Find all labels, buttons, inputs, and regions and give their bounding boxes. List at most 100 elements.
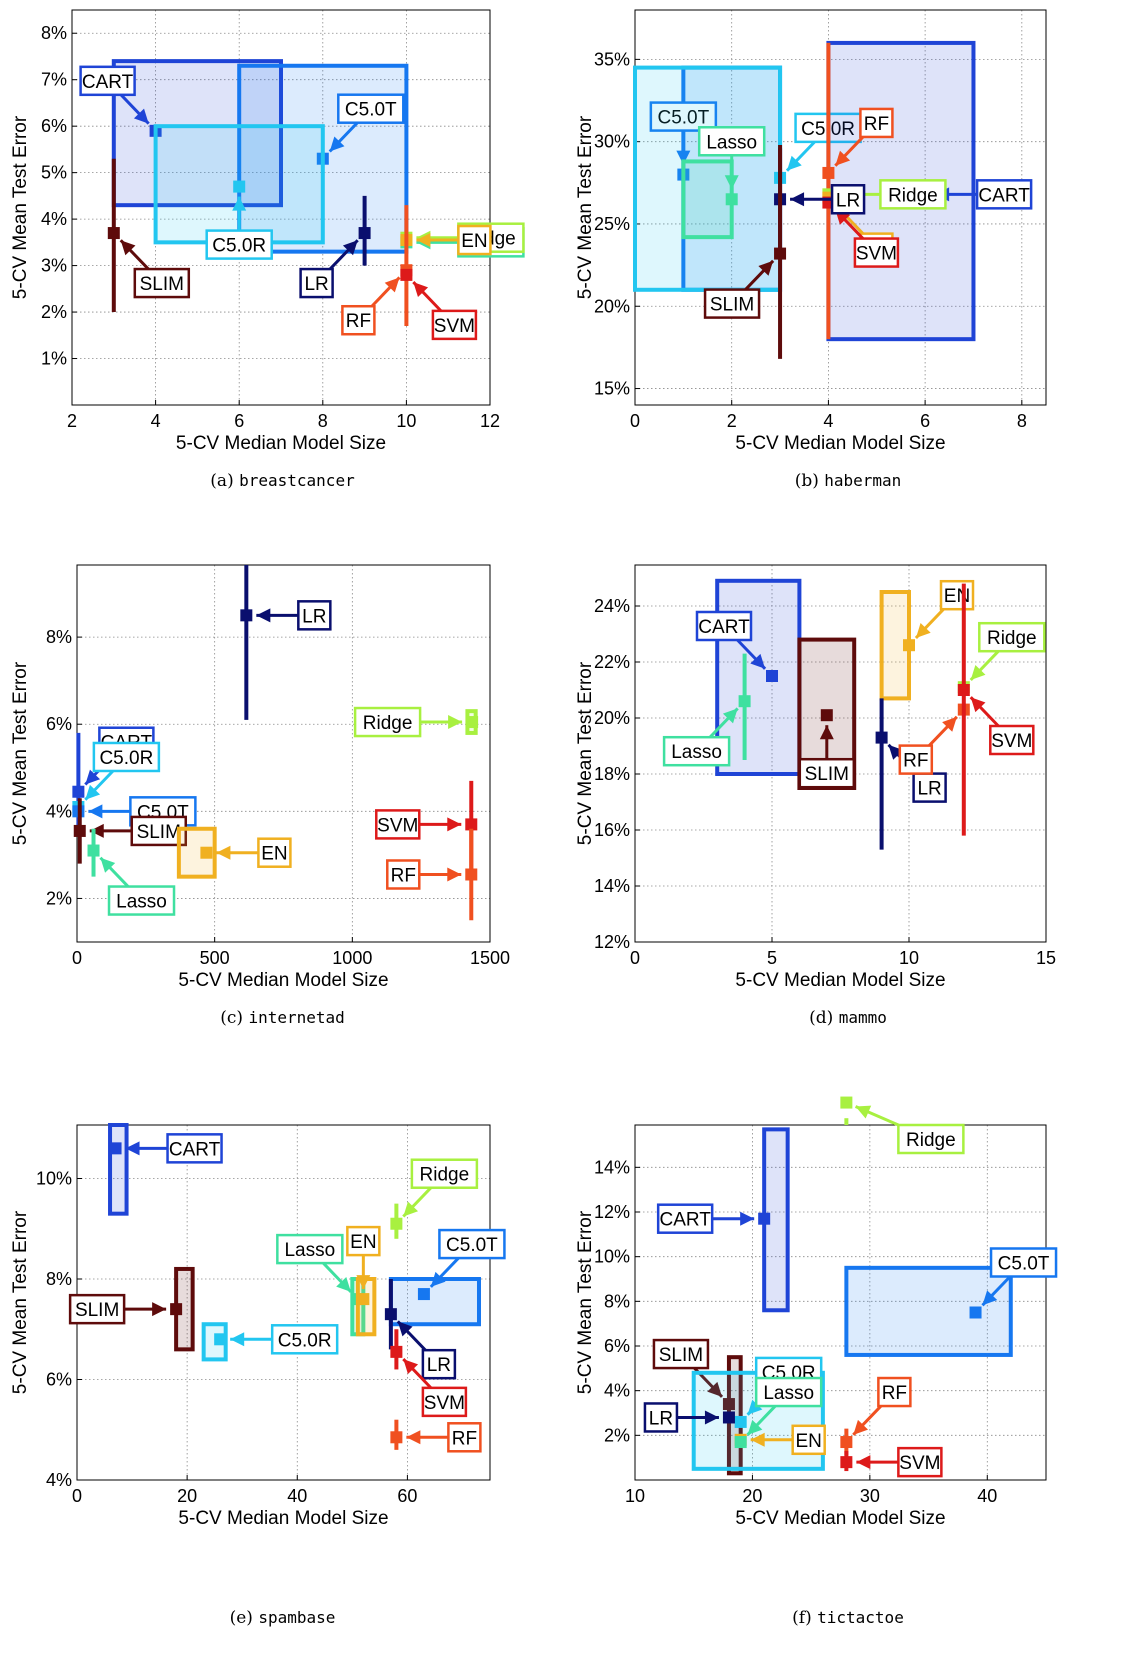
callout-arrow-head xyxy=(790,192,805,207)
x-tick-label: 0 xyxy=(72,1486,82,1506)
series-label-box xyxy=(643,1402,679,1433)
y-tick-label: 16% xyxy=(594,820,630,840)
data-point xyxy=(465,868,478,881)
data-point xyxy=(107,227,120,240)
series-label: LR xyxy=(917,779,941,800)
series-label: Ridge xyxy=(888,185,938,206)
series-en: EN xyxy=(346,1225,381,1337)
series-label: EN xyxy=(795,1431,821,1452)
chart-spambase: 0 20 40 60 4% 6% 8% 10% 5-CV Median Model Size 5-… xyxy=(10,1123,506,1529)
series-label: Lasso xyxy=(671,742,722,763)
series-label: RF xyxy=(391,865,416,886)
series-label-box xyxy=(353,706,422,738)
chart-internetad: 0 500 1000 1500 2% 4% 6% 8% 5-CV Median Model Si… xyxy=(10,564,510,991)
callout-arrow-head xyxy=(85,784,101,800)
series-label-box xyxy=(859,107,894,139)
caption-dataset-name: breastcancer xyxy=(239,471,355,490)
callout-arrow-head xyxy=(915,623,931,638)
callout-arrow-head xyxy=(835,150,851,166)
series-label: Lasso xyxy=(284,1240,335,1261)
caption-dataset-name: internetad xyxy=(248,1008,345,1027)
series-label: SVM xyxy=(434,316,475,337)
x-axis-label: 5-CV Median Model Size xyxy=(735,970,945,991)
x-tick-label: 5 xyxy=(767,948,777,968)
series-label-box xyxy=(975,179,1033,210)
series-label: Lasso xyxy=(116,892,167,913)
series-label: LR xyxy=(302,606,326,627)
callout-arrow-head xyxy=(342,240,358,256)
y-tick-label: 10% xyxy=(594,1247,630,1267)
series-rf: RF xyxy=(390,1419,482,1453)
x-axis-label: 5-CV Median Model Size xyxy=(178,970,388,991)
series-ridge: Ridge xyxy=(957,621,1046,694)
series-label: C5.0T xyxy=(657,108,709,129)
series-label-box xyxy=(939,579,975,611)
series-svm: SVM xyxy=(822,196,900,268)
x-tick-label: 6 xyxy=(234,411,244,431)
data-point xyxy=(822,166,835,179)
x-tick-label: 6 xyxy=(920,411,930,431)
callout-arrow-head xyxy=(758,260,774,276)
y-axis-label: 5-CV Mean Test Error xyxy=(575,1210,596,1394)
series-lr: LR xyxy=(240,565,332,720)
callout-arrow-head xyxy=(430,1271,446,1287)
series-slim: SLIM xyxy=(797,637,857,790)
series-label-box xyxy=(897,1123,965,1155)
series-label: LR xyxy=(304,274,328,295)
series-label-box xyxy=(299,267,334,299)
data-point xyxy=(358,227,371,240)
data-point xyxy=(725,193,738,206)
series-label-box xyxy=(662,735,731,767)
series-slim: SLIM xyxy=(73,798,188,864)
data-point xyxy=(357,1293,370,1306)
y-axis-label: 5-CV Mean Test Error xyxy=(575,115,596,299)
series-cart: CART xyxy=(695,578,802,776)
series-label: CART xyxy=(978,185,1030,206)
series-en: EN xyxy=(400,224,492,256)
range-box xyxy=(388,1277,481,1327)
series-cart: CART xyxy=(108,1123,223,1216)
series-label: SLIM xyxy=(140,274,184,295)
series-label-box xyxy=(649,101,718,132)
x-tick-label: 4 xyxy=(823,411,833,431)
series-label-box xyxy=(421,1348,457,1380)
x-tick-label: 4 xyxy=(151,411,161,431)
data-point xyxy=(465,818,478,831)
series-svm: SVM xyxy=(390,1329,468,1418)
series-label: RF xyxy=(903,751,928,772)
y-tick-label: 25% xyxy=(594,214,630,234)
series-cart: CART xyxy=(79,59,283,208)
callout-arrow-head xyxy=(88,804,103,819)
series-label-box xyxy=(276,1233,344,1265)
series-label-box xyxy=(297,600,332,631)
y-tick-label: 2% xyxy=(41,302,67,322)
series-rf: RF xyxy=(386,828,478,921)
series-label: SVM xyxy=(377,815,418,836)
series-slim: SLIM xyxy=(107,158,191,313)
series-label-box xyxy=(656,1203,714,1234)
data-point xyxy=(875,731,888,744)
range-box xyxy=(681,159,734,240)
callout-arrow-head xyxy=(722,708,738,724)
chart-panel-haberman: 0 2 4 6 8 15% 20% 25% 30% 35% 5-CV Median Model Si… xyxy=(565,0,1131,540)
series-label-box xyxy=(410,1158,479,1189)
series-label: LR xyxy=(836,190,860,211)
y-tick-label: 14% xyxy=(594,1157,630,1177)
x-tick-label: 0 xyxy=(630,948,640,968)
series-label: SLIM xyxy=(710,295,754,316)
series-lasso: Lasso xyxy=(734,1376,823,1449)
series-label: CART xyxy=(169,1139,221,1160)
x-tick-label: 12 xyxy=(480,411,500,431)
y-tick-label: 4% xyxy=(604,1381,630,1401)
data-point xyxy=(903,639,915,652)
y-tick-label: 15% xyxy=(594,379,630,399)
y-tick-label: 2% xyxy=(604,1425,630,1445)
y-tick-label: 20% xyxy=(594,708,630,728)
series-slim: SLIM xyxy=(68,1266,195,1352)
data-point xyxy=(233,180,246,193)
x-axis-label: 5-CV Median Model Size xyxy=(178,1508,388,1529)
series-label: RF xyxy=(864,114,889,135)
range-box xyxy=(111,59,283,208)
y-tick-label: 6% xyxy=(41,116,67,136)
callout-arrow-head xyxy=(856,1455,871,1470)
